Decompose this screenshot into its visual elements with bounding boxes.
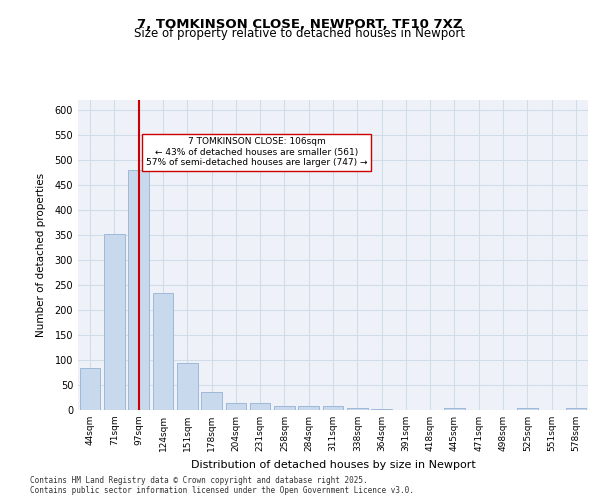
Bar (274, 406, 295, 410)
Text: Contains HM Land Registry data © Crown copyright and database right 2025.
Contai: Contains HM Land Registry data © Crown c… (30, 476, 414, 495)
Bar (80, 368, 100, 410)
Bar (250, 402, 271, 410)
Y-axis label: Number of detached properties: Number of detached properties (36, 173, 46, 337)
Bar (566, 408, 586, 410)
Bar (444, 408, 465, 410)
Bar (177, 362, 197, 410)
Text: Size of property relative to detached houses in Newport: Size of property relative to detached ho… (134, 28, 466, 40)
Bar (152, 292, 173, 410)
Bar (371, 409, 392, 410)
Bar (201, 392, 222, 410)
Text: 7 TOMKINSON CLOSE: 106sqm
← 43% of detached houses are smaller (561)
57% of semi: 7 TOMKINSON CLOSE: 106sqm ← 43% of detac… (146, 137, 367, 167)
Bar (347, 408, 368, 410)
Bar (323, 406, 343, 410)
Bar (104, 234, 125, 410)
Bar (517, 408, 538, 410)
Bar (298, 406, 319, 410)
Bar (226, 402, 246, 410)
X-axis label: Distribution of detached houses by size in Newport: Distribution of detached houses by size … (191, 460, 475, 469)
Bar (128, 170, 149, 410)
Text: 7, TOMKINSON CLOSE, NEWPORT, TF10 7XZ: 7, TOMKINSON CLOSE, NEWPORT, TF10 7XZ (137, 18, 463, 30)
